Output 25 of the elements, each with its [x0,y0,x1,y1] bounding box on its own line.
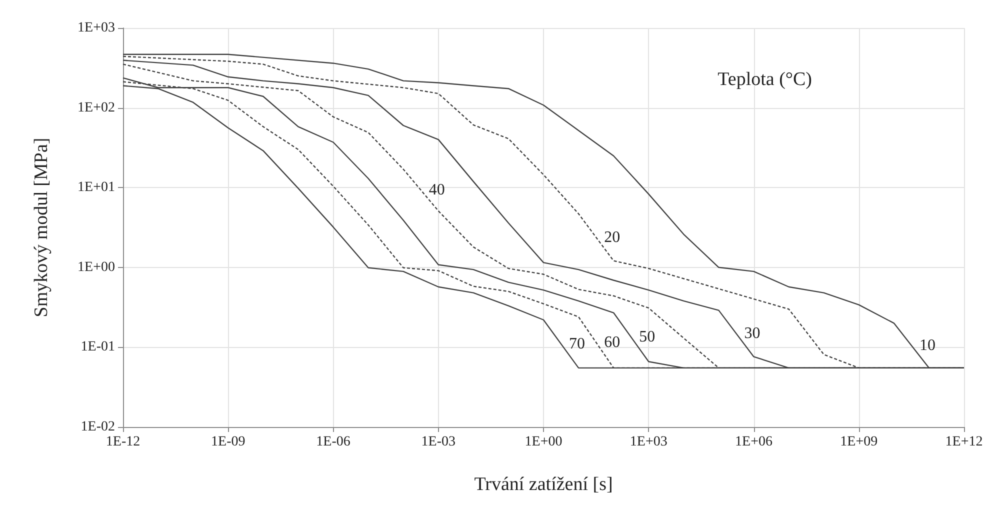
y-tick-label: 1E-02 [80,420,115,434]
series-label: 70 [569,335,586,352]
x-tick-label: 1E-09 [211,434,246,450]
annotation: Teplota (°C) [718,69,812,90]
series-label: 30 [744,325,760,342]
series-label: 40 [428,182,445,199]
series-label: 50 [639,328,656,346]
y-tick-label: 1E+00 [78,260,115,275]
series-label: 20 [604,228,620,246]
y-tick-label: 1E+03 [78,20,115,36]
x-tick-label: 1E+06 [735,434,772,450]
x-tick-label: 1E+00 [524,434,562,450]
x-tick-label: 1E+12 [945,434,983,450]
series-label: 60 [604,334,620,351]
series-label: 10 [919,337,936,354]
x-tick-label: 1E-12 [106,434,140,450]
y-axis-title: Smykový modul [MPa] [31,138,52,318]
x-tick-label: 1E+03 [630,434,668,450]
y-tick-label: 1E+01 [78,180,115,196]
y-tick-label: 1E-01 [80,340,115,355]
x-tick-label: 1E+09 [840,434,878,450]
x-tick-label: 1E-03 [421,434,456,450]
y-tick-label: 1E+02 [78,100,115,116]
x-axis-title: Trvání zatížení [s] [474,474,613,495]
x-tick-label: 1E-06 [316,434,350,450]
